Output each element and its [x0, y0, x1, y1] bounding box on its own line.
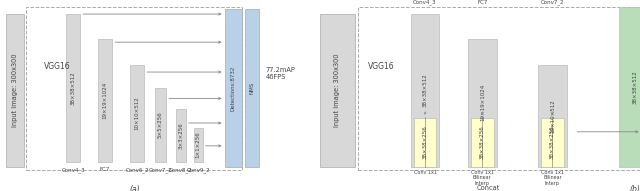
- Text: VGG16: VGG16: [44, 62, 70, 71]
- Text: 5×5×256: 5×5×256: [158, 111, 163, 138]
- FancyBboxPatch shape: [471, 118, 493, 167]
- FancyBboxPatch shape: [130, 65, 145, 162]
- FancyBboxPatch shape: [541, 118, 564, 167]
- Text: Input Image: 300x300: Input Image: 300x300: [335, 54, 340, 127]
- FancyBboxPatch shape: [98, 39, 113, 162]
- Text: Conv7_2: Conv7_2: [148, 167, 172, 173]
- Text: Detections:8732: Detections:8732: [231, 65, 236, 111]
- FancyBboxPatch shape: [620, 7, 640, 167]
- Text: VGG16: VGG16: [368, 62, 394, 71]
- Text: Conv6_2: Conv6_2: [125, 167, 149, 173]
- FancyBboxPatch shape: [320, 14, 355, 167]
- FancyBboxPatch shape: [414, 118, 436, 167]
- Text: Input Image: 300x300: Input Image: 300x300: [12, 54, 18, 127]
- FancyBboxPatch shape: [468, 39, 497, 167]
- FancyBboxPatch shape: [411, 14, 440, 167]
- Text: 19×19×1024: 19×19×1024: [480, 84, 485, 121]
- Text: FC7: FC7: [477, 0, 488, 5]
- Text: 38×38×256: 38×38×256: [422, 125, 428, 159]
- Text: 38×38×512: 38×38×512: [633, 70, 637, 104]
- FancyBboxPatch shape: [155, 88, 166, 162]
- Text: Conv7_2: Conv7_2: [541, 0, 564, 5]
- Text: Concat: Concat: [477, 185, 500, 190]
- Text: 38×38×512: 38×38×512: [70, 71, 76, 105]
- Text: (a): (a): [129, 185, 140, 191]
- Text: Conv 1x1: Conv 1x1: [413, 170, 436, 175]
- Text: FC7: FC7: [100, 167, 110, 172]
- FancyBboxPatch shape: [194, 128, 203, 162]
- FancyBboxPatch shape: [245, 9, 259, 167]
- Text: 38×38×256: 38×38×256: [550, 125, 555, 159]
- Text: Conv8_2: Conv8_2: [169, 167, 193, 173]
- Text: 10×10×512: 10×10×512: [134, 96, 140, 130]
- FancyBboxPatch shape: [225, 9, 242, 167]
- Text: Conv4_3: Conv4_3: [61, 167, 85, 173]
- FancyBboxPatch shape: [176, 109, 186, 162]
- Text: 3×3×256: 3×3×256: [179, 122, 183, 149]
- Text: Conv 1x1
Bilinear
Interp: Conv 1x1 Bilinear Interp: [541, 170, 564, 186]
- Text: 10×10×512: 10×10×512: [550, 99, 555, 133]
- FancyBboxPatch shape: [6, 14, 24, 167]
- Text: Conv 1x1
Bilinear
Interp: Conv 1x1 Bilinear Interp: [471, 170, 494, 186]
- Text: NMS: NMS: [250, 82, 255, 94]
- Text: 38×38×512: 38×38×512: [422, 74, 428, 107]
- Text: Conv4_3: Conv4_3: [413, 0, 437, 5]
- Text: (b): (b): [630, 185, 640, 191]
- Text: Conv9_2: Conv9_2: [186, 167, 210, 173]
- FancyBboxPatch shape: [66, 14, 81, 162]
- Text: 77.2mAP
46FPS: 77.2mAP 46FPS: [266, 67, 295, 80]
- Text: 38×38×256: 38×38×256: [480, 125, 485, 159]
- FancyBboxPatch shape: [538, 65, 567, 167]
- Text: 1×1×256: 1×1×256: [196, 132, 201, 158]
- Text: 19×19×1024: 19×19×1024: [102, 82, 108, 119]
